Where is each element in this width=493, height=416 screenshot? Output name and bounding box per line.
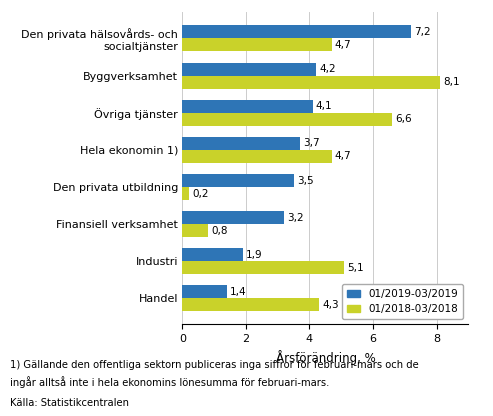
Text: 3,5: 3,5	[297, 176, 314, 186]
Text: Källa: Statistikcentralen: Källa: Statistikcentralen	[10, 398, 129, 408]
Bar	[182, 113, 392, 126]
Text: 7,2: 7,2	[414, 27, 431, 37]
Text: 6,6: 6,6	[395, 114, 412, 124]
Bar	[182, 39, 332, 52]
Text: 8,1: 8,1	[443, 77, 459, 87]
Text: 1) Gällande den offentliga sektorn publiceras inga siffror för februari-mars och: 1) Gällande den offentliga sektorn publi…	[10, 360, 419, 370]
Bar	[182, 63, 316, 76]
Bar	[182, 150, 332, 163]
Text: 1,4: 1,4	[230, 287, 246, 297]
Bar	[182, 174, 294, 187]
Bar	[182, 285, 227, 299]
Text: 4,3: 4,3	[322, 300, 339, 310]
Text: 4,7: 4,7	[335, 40, 352, 50]
Bar	[182, 224, 208, 237]
Bar	[182, 261, 345, 274]
Text: 3,7: 3,7	[303, 139, 320, 149]
Bar	[182, 248, 243, 261]
Text: 4,1: 4,1	[316, 101, 332, 111]
Text: 3,2: 3,2	[287, 213, 304, 223]
Text: 1,9: 1,9	[246, 250, 263, 260]
Bar	[182, 76, 440, 89]
Text: 4,2: 4,2	[319, 64, 336, 74]
Bar	[182, 100, 313, 113]
Text: 5,1: 5,1	[348, 263, 364, 273]
Bar	[182, 299, 319, 312]
Bar	[182, 187, 189, 200]
Bar	[182, 211, 284, 224]
Text: 4,7: 4,7	[335, 151, 352, 161]
X-axis label: Årsförändring, %: Årsförändring, %	[276, 350, 375, 365]
Legend: 01/2019-03/2019, 01/2018-03/2018: 01/2019-03/2019, 01/2018-03/2018	[342, 284, 463, 319]
Bar	[182, 137, 300, 150]
Bar	[182, 25, 411, 39]
Text: ingår alltså inte i hela ekonomins lönesumma för februari-mars.: ingår alltså inte i hela ekonomins lönes…	[10, 376, 329, 388]
Text: 0,8: 0,8	[211, 226, 227, 236]
Text: 0,2: 0,2	[192, 188, 209, 198]
